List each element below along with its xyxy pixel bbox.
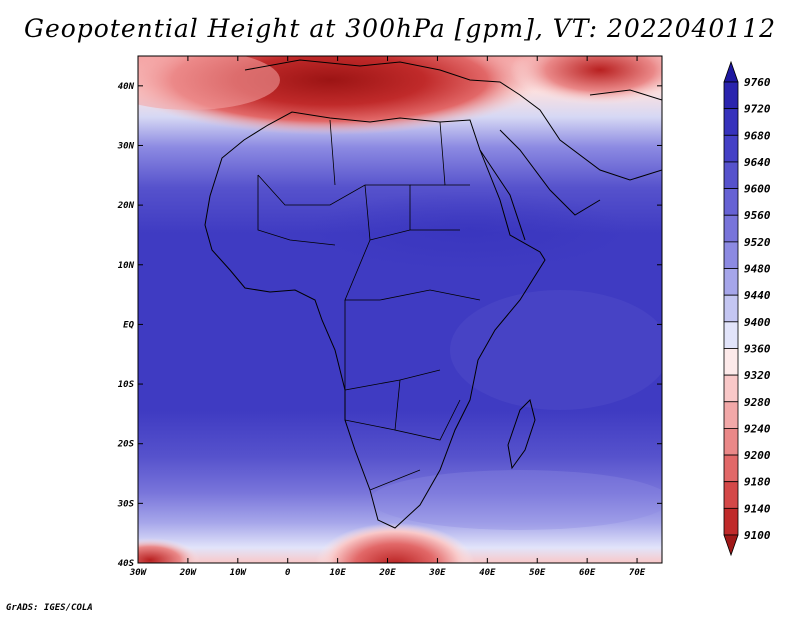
map-title: Geopotential Height at 300hPa [gpm], VT:…	[23, 14, 777, 43]
colorbar-segment	[723, 454, 739, 483]
latitude-axis: 40N 30N 20N 10N EQ 10S 20S 30S 40S	[117, 82, 662, 569]
colorbar-label: 9520	[744, 236, 771, 249]
colorbar-label: 9100	[744, 529, 771, 542]
colorbar-segment	[723, 188, 739, 216]
lon-tick-label: 30E	[428, 568, 446, 578]
lat-tick-label: 40S	[118, 559, 135, 569]
lat-tick-label: 30S	[117, 499, 135, 509]
colorbar-label: 9720	[744, 103, 771, 116]
colorbar-segment	[723, 348, 739, 376]
colorbar-segment	[723, 507, 739, 536]
colorbar-segment	[723, 481, 739, 509]
plot-frame	[137, 55, 663, 564]
lat-tick-label: 30N	[117, 141, 135, 151]
lon-tick-label: 10E	[329, 568, 346, 578]
lon-tick-label: 10W	[230, 568, 248, 578]
colorbar-label: 9640	[744, 156, 771, 169]
colorbar-label: 9360	[744, 342, 771, 355]
colorbar-label: 9200	[744, 449, 771, 462]
colorbar-bottom-arrow	[723, 534, 739, 557]
colorbar-label: 9180	[744, 476, 771, 489]
lon-tick-label: 60E	[579, 568, 596, 578]
colorbar-top-arrow	[723, 60, 739, 83]
coastlines	[204, 59, 662, 529]
colorbar-label: 9560	[744, 209, 771, 222]
colorbar-label: 9240	[744, 422, 771, 435]
colorbar-segment	[723, 321, 739, 349]
lat-tick-label: EQ	[123, 320, 134, 330]
colorbar-label: 9760	[744, 76, 771, 89]
colorbar-label: 9140	[744, 502, 771, 515]
country-borders	[257, 119, 481, 491]
colorbar-label: 9320	[744, 369, 771, 382]
lat-tick-label: 40N	[118, 82, 135, 92]
lat-tick-label: 20S	[117, 440, 135, 450]
lat-tick-label: 10N	[118, 261, 135, 271]
colorbar-label: 9400	[744, 316, 771, 329]
colorbar-segment	[723, 401, 739, 429]
colorbar-segment	[723, 108, 739, 136]
colorbar-label: 9280	[744, 396, 771, 409]
colorbar-segment	[723, 428, 739, 456]
colorbar-segment	[723, 374, 739, 403]
colorbar-segment	[723, 81, 739, 110]
colorbar-label: 9440	[744, 289, 771, 302]
grads-credit: GrADS: IGES/COLA	[6, 603, 93, 613]
lon-tick-label: 50E	[529, 568, 546, 578]
lon-tick-label: 70E	[629, 568, 646, 578]
colorbar-segment	[723, 268, 739, 296]
colorbar: 9760 9720 9680 9640 9600 9560 9520 9480 9440 9400…	[723, 60, 771, 557]
colorbar-segment	[723, 134, 739, 163]
lat-tick-label: 10S	[118, 380, 135, 390]
colorbar-segment	[723, 241, 739, 269]
colorbar-segment	[723, 294, 739, 323]
lon-tick-label: 20W	[179, 568, 198, 578]
height-field	[138, 56, 662, 563]
colorbar-segment	[723, 161, 739, 189]
lat-tick-label: 20N	[117, 201, 135, 211]
colorbar-label: 9480	[744, 263, 771, 276]
lon-tick-label: 40E	[479, 568, 496, 578]
lon-tick-label: 0	[285, 568, 291, 578]
colorbar-label: 9680	[744, 129, 771, 142]
lon-tick-label: 20E	[378, 568, 396, 578]
lon-tick-label: 30W	[129, 568, 148, 578]
colorbar-segment	[723, 214, 739, 243]
colorbar-label: 9600	[744, 183, 771, 196]
longitude-axis: 30W 20W 10W 0 10E 20E 30E 40E 50E 60E 70E	[129, 56, 646, 578]
